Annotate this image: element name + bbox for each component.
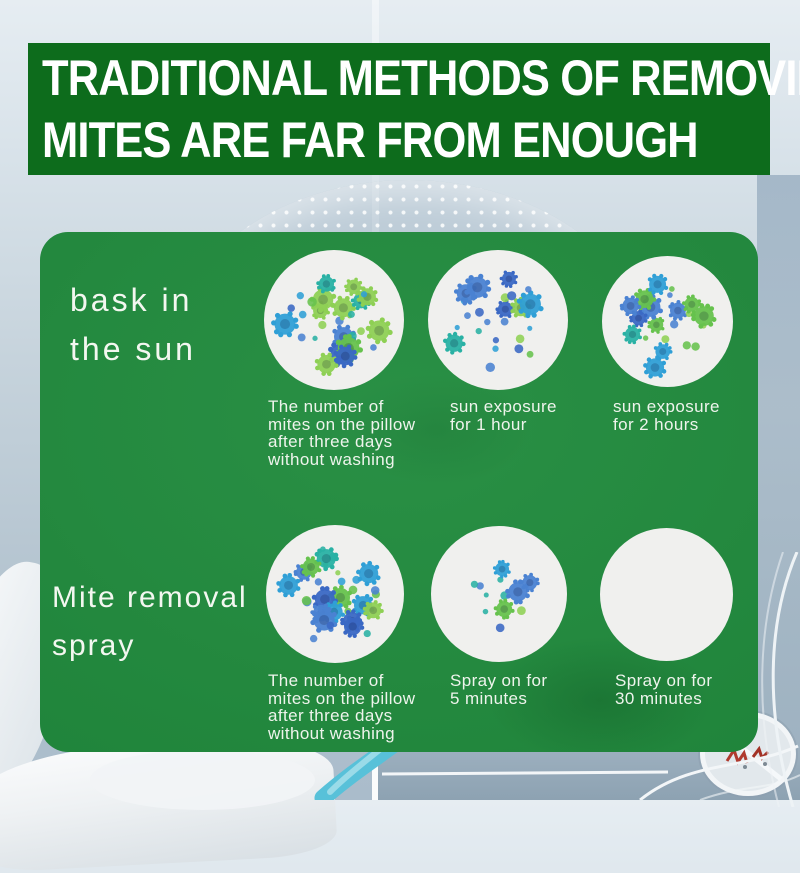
caption-unwashed-row2: The number of mites on the pillow after … [268,671,416,743]
mite-colony [470,559,540,633]
background-shade [757,175,800,755]
caption-unwashed-row1: The number of mites on the pillow after … [268,397,416,469]
petri-dish-spray-5-minutes [431,526,567,662]
caption-spray-30-minutes: Spray on for 30 minutes [615,671,713,708]
caption-spray-5-minutes: Spray on for 5 minutes [450,671,548,708]
mite-colony [619,273,717,379]
headline-line-2: MITES ARE FAR FROM ENOUGH [42,112,699,168]
row-label-bask-in-the-sun: bask in the sun [70,282,196,367]
row-label-mite-removal-spray: Mite removal spray [52,581,248,662]
headline-line-1: TRADITIONAL METHODS OF REMOVING [42,50,800,106]
caption-sun-2-hours: sun exposure for 2 hours [613,397,720,434]
comparison-panel: bask in the sun Mite removal spray The n… [40,232,758,752]
caption-sun-1-hour: sun exposure for 1 hour [450,397,557,434]
petri-dish-unwashed-row2 [266,525,404,663]
headline-banner: TRADITIONAL METHODS OF REMOVING MITES AR… [28,43,800,175]
petri-dish-sun-1-hour [428,250,568,390]
mite-colony [442,270,544,373]
bedding-fold [90,750,315,810]
mite-colony [271,273,393,377]
mite-colony [276,546,384,643]
petri-dish-sun-2-hours [602,256,733,387]
petri-dish-spray-30-minutes [600,528,733,661]
petri-dish-unwashed-row1 [264,250,404,390]
